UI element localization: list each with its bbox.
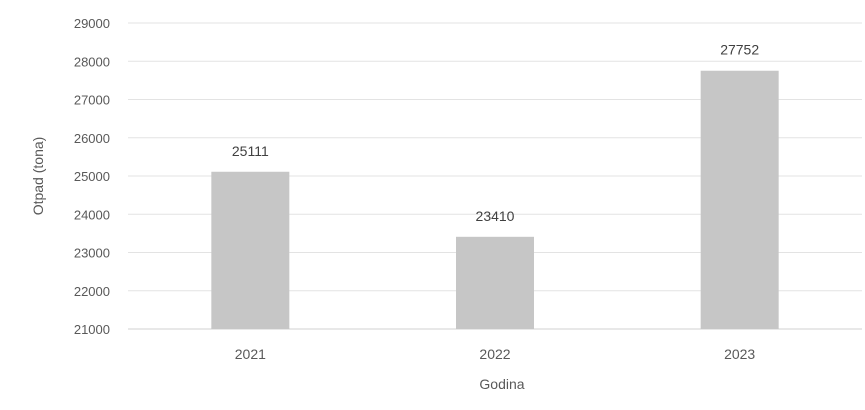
data-labels: 25111 23410 27752 (232, 42, 759, 224)
bar-2023 (700, 70, 779, 330)
y-tick-label: 23000 (74, 246, 110, 261)
y-tick-label: 22000 (74, 284, 110, 299)
y-axis-ticks: 21000 22000 23000 24000 25000 26000 27000 28000… (74, 16, 110, 337)
y-tick-label: 21000 (74, 322, 110, 337)
y-tick-label: 27000 (74, 93, 110, 108)
bar-2021 (211, 171, 290, 329)
x-axis-ticks: 2021 2022 2023 (235, 346, 756, 362)
y-tick-label: 29000 (74, 16, 110, 31)
data-label: 25111 (232, 143, 269, 159)
data-label: 27752 (720, 42, 759, 58)
x-tick-label: 2022 (479, 346, 510, 362)
y-tick-label: 24000 (74, 207, 110, 222)
y-axis-title: Otpad (tona) (30, 137, 46, 216)
y-tick-label: 26000 (74, 131, 110, 146)
bars (211, 70, 779, 330)
data-label: 23410 (476, 208, 515, 224)
y-tick-label: 28000 (74, 54, 110, 69)
x-tick-label: 2021 (235, 346, 266, 362)
x-axis-title: Godina (479, 376, 524, 392)
y-tick-label: 25000 (74, 169, 110, 184)
bar-2022 (456, 236, 534, 329)
x-tick-label: 2023 (724, 346, 755, 362)
